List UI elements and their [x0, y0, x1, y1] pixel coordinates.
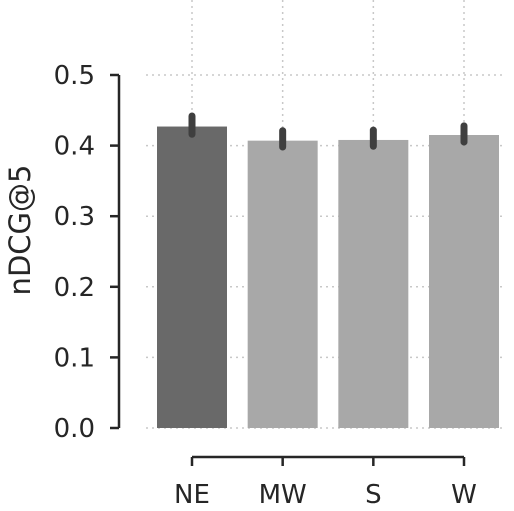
x-tick-label-ne: NE	[174, 480, 210, 510]
x-tick-label-w: W	[451, 480, 477, 510]
y-tick-label-5: 0.5	[54, 61, 95, 91]
y-tick-label-2: 0.2	[54, 273, 95, 303]
y-tick-label-3: 0.3	[54, 202, 95, 232]
x-tick-label-s: S	[365, 480, 382, 510]
y-tick-label-4: 0.4	[54, 132, 95, 162]
bar-mw	[247, 140, 318, 428]
bars	[157, 126, 500, 429]
bar-ne	[157, 126, 227, 429]
bar-s	[338, 139, 409, 428]
x-axis: NE MW S W	[174, 455, 477, 510]
error-bars	[188, 112, 468, 151]
y-tick-label-1: 0.1	[54, 343, 95, 373]
y-tick-label-0: 0.0	[54, 414, 95, 444]
x-tick-label-mw: MW	[259, 480, 307, 510]
y-axis: 0.0 0.1 0.2 0.3 0.4 0.5	[54, 61, 121, 444]
bar-w	[429, 135, 500, 428]
y-axis-label: nDCG@5	[3, 165, 37, 296]
